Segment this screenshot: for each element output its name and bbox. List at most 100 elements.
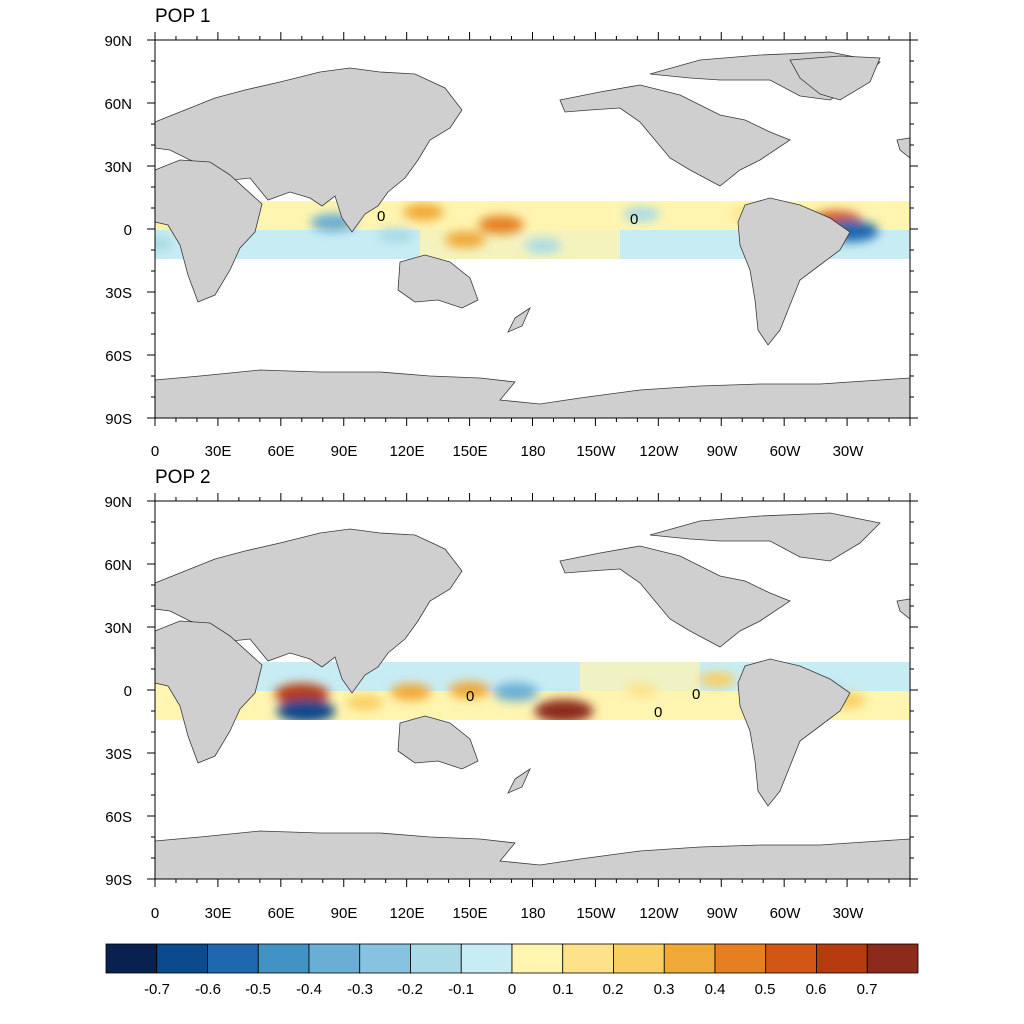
- colorbar-label: -0.7: [144, 981, 170, 998]
- colorbar-swatch: [613, 943, 665, 974]
- colorbar-label: -0.4: [296, 981, 322, 998]
- x-axis-labels: 0 30E 60E 90E 120E 150E 180 150W 120W 90…: [151, 443, 864, 460]
- x-tick-label: 0: [151, 905, 159, 922]
- colorbar-label: -0.6: [195, 981, 221, 998]
- colorbar-label: 0.1: [553, 981, 574, 998]
- x-axis-labels: 0 30E 60E 90E 120E 150E 180 150W 120W 90…: [151, 905, 864, 922]
- anomaly-blob: [346, 695, 384, 711]
- colorbar-swatch: [511, 943, 564, 974]
- colorbar-label: 0.6: [806, 981, 827, 998]
- colorbar-label: 0.2: [603, 981, 624, 998]
- y-tick-label: 90N: [104, 494, 132, 511]
- y-tick-label: 0: [124, 683, 132, 700]
- colorbar-swatch: [816, 943, 868, 974]
- contour-label: 0: [654, 704, 662, 721]
- colorbar-swatch: [156, 943, 208, 974]
- colorbar-swatch: [359, 943, 411, 974]
- colorbar-swatch: [714, 943, 767, 974]
- y-axis-labels: 90N 60N 30N 0 30S 60S 90S: [104, 494, 132, 889]
- x-tick-label: 90E: [331, 443, 358, 460]
- colorbar-swatch: [105, 943, 158, 974]
- landmass: [154, 512, 911, 880]
- landmass: [154, 51, 911, 419]
- x-tick-label: 30W: [833, 443, 865, 460]
- contour-labels: 0 0 0: [466, 686, 700, 721]
- anomaly-blob: [155, 236, 174, 252]
- x-tick-label: 120W: [639, 905, 679, 922]
- colorbar-label: 0.5: [755, 981, 776, 998]
- colorbar-swatch: [207, 943, 259, 974]
- x-tick-label: 30E: [205, 443, 232, 460]
- anomaly-blob: [698, 671, 736, 688]
- panel-title: POP 2: [155, 467, 211, 488]
- y-tick-label: 30S: [105, 746, 132, 763]
- anomaly-blob: [402, 203, 445, 221]
- y-axis-labels: 90N 60N 30N 0 30S 60S 90S: [104, 33, 132, 428]
- axis-ticks: [147, 32, 918, 426]
- contour-label: 0: [377, 208, 385, 225]
- colorbar-swatches: [105, 943, 919, 974]
- contour-label: 0: [630, 211, 638, 228]
- anomaly-blob: [276, 699, 336, 720]
- y-tick-label: 30N: [104, 159, 132, 176]
- colorbar-label: 0: [508, 981, 516, 998]
- x-tick-label: 150E: [452, 443, 487, 460]
- y-tick-label: 60N: [104, 96, 132, 113]
- colorbar-labels: -0.7 -0.6 -0.5 -0.4 -0.3 -0.2 -0.1 0 0.1…: [144, 981, 877, 998]
- contour-label: 0: [466, 688, 474, 705]
- y-tick-label: 90N: [104, 33, 132, 50]
- colorbar-label: -0.5: [245, 981, 271, 998]
- colorbar-swatch: [257, 943, 310, 974]
- anomaly-blob: [390, 683, 432, 701]
- y-tick-label: 30S: [105, 285, 132, 302]
- colorbar-label: 0.7: [857, 981, 878, 998]
- panel-1: POP 1 90N 60N 30N 0 30: [104, 6, 918, 460]
- axis-ticks: [147, 493, 918, 887]
- x-tick-label: 60W: [770, 905, 802, 922]
- x-tick-label: 60E: [268, 443, 295, 460]
- x-tick-label: 180: [520, 905, 545, 922]
- panel-title: POP 1: [155, 6, 211, 27]
- contour-labels: 0 0: [377, 208, 638, 228]
- colorbar-swatch: [410, 943, 462, 974]
- x-tick-label: 0: [151, 443, 159, 460]
- y-tick-label: 60N: [104, 557, 132, 574]
- colorbar-swatch: [765, 943, 817, 974]
- x-tick-label: 150E: [452, 905, 487, 922]
- x-tick-label: 150W: [576, 443, 616, 460]
- panel-2: POP 2 90N 60N 30N 0 30S 60S: [104, 467, 918, 922]
- y-tick-label: 90S: [105, 411, 132, 428]
- colorbar-swatch: [866, 943, 919, 974]
- x-tick-label: 90W: [707, 905, 739, 922]
- y-tick-label: 60S: [105, 348, 132, 365]
- y-tick-label: 0: [124, 222, 132, 239]
- colorbar-swatch: [308, 943, 361, 974]
- y-tick-label: 60S: [105, 809, 132, 826]
- y-tick-label: 90S: [105, 872, 132, 889]
- x-tick-label: 30E: [205, 905, 232, 922]
- anomaly-blob: [377, 227, 415, 243]
- x-tick-label: 90E: [331, 905, 358, 922]
- colorbar-label: -0.1: [448, 981, 474, 998]
- anomaly-blob: [524, 238, 562, 254]
- x-tick-label: 150W: [576, 905, 616, 922]
- anomaly-blob: [534, 699, 594, 720]
- x-tick-label: 120W: [639, 443, 679, 460]
- anomaly-blob: [492, 682, 539, 702]
- y-tick-label: 30N: [104, 620, 132, 637]
- x-tick-label: 120E: [389, 443, 424, 460]
- colorbar-label: -0.2: [397, 981, 423, 998]
- colorbar: -0.7 -0.6 -0.5 -0.4 -0.3 -0.2 -0.1 0 0.1…: [105, 943, 919, 998]
- x-tick-label: 30W: [833, 905, 865, 922]
- x-tick-label: 60W: [770, 443, 802, 460]
- anomaly-blob: [444, 231, 486, 248]
- colorbar-label: -0.3: [347, 981, 373, 998]
- x-tick-label: 120E: [389, 905, 424, 922]
- colorbar-swatch: [460, 943, 513, 974]
- anomaly-blob: [478, 215, 524, 234]
- contour-label: 0: [692, 686, 700, 703]
- x-tick-label: 90W: [707, 443, 739, 460]
- colorbar-label: 0.4: [705, 981, 726, 998]
- anomaly-blob: [623, 206, 660, 222]
- colorbar-label: 0.3: [654, 981, 675, 998]
